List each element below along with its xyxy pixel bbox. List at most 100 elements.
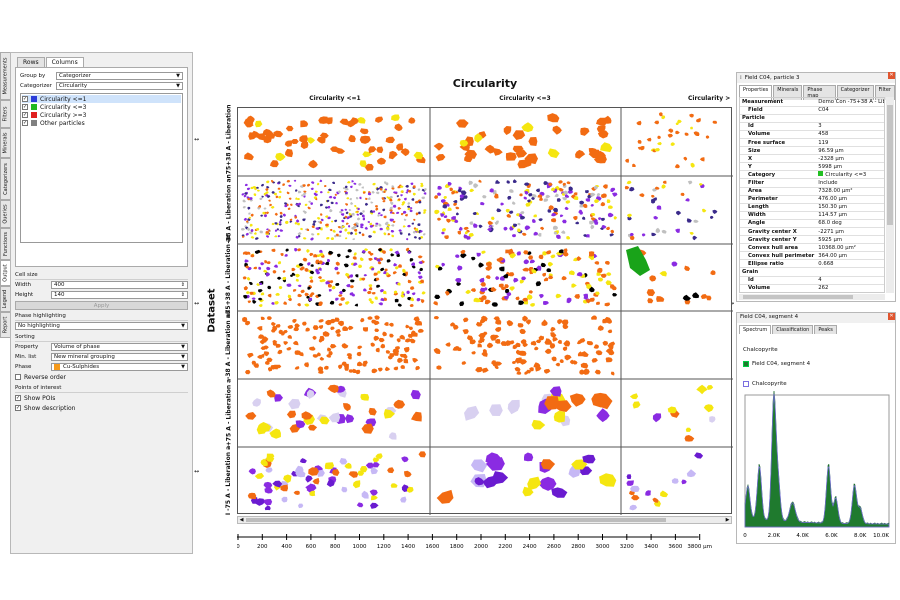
particle[interactable] — [612, 293, 618, 297]
particle[interactable] — [447, 207, 452, 211]
particle[interactable] — [349, 285, 354, 289]
particle[interactable] — [350, 185, 353, 189]
particle[interactable] — [505, 208, 510, 213]
particle[interactable] — [693, 131, 698, 136]
particle[interactable] — [585, 190, 589, 194]
particle[interactable] — [286, 191, 290, 195]
particle[interactable] — [581, 351, 589, 357]
particle[interactable] — [256, 283, 261, 286]
particle[interactable] — [272, 339, 278, 344]
particle[interactable] — [271, 191, 275, 194]
particle[interactable] — [575, 149, 586, 159]
particle[interactable] — [516, 371, 522, 375]
category-item[interactable]: ✓ Circularity >=3 — [22, 111, 181, 119]
property-row[interactable]: Free surface 119 — [740, 138, 884, 148]
particle[interactable] — [243, 217, 247, 221]
particle[interactable] — [290, 274, 293, 277]
horizontal-scrollbar[interactable]: ◀ ▶ — [237, 516, 732, 524]
particle[interactable] — [454, 346, 460, 351]
particle[interactable] — [331, 285, 336, 290]
particle[interactable] — [262, 211, 266, 215]
particle[interactable] — [310, 264, 314, 267]
property-row[interactable]: Perimeter 476.00 μm — [740, 195, 884, 204]
particle[interactable] — [379, 227, 383, 231]
particle[interactable] — [349, 292, 354, 296]
particle[interactable] — [355, 188, 359, 192]
particle[interactable] — [276, 276, 282, 280]
particle[interactable] — [412, 192, 417, 196]
particle[interactable] — [308, 424, 318, 431]
particle[interactable] — [260, 183, 264, 187]
particle[interactable] — [543, 198, 549, 202]
particle[interactable] — [335, 261, 340, 266]
particle[interactable] — [368, 146, 377, 154]
particle[interactable] — [547, 261, 554, 267]
particle[interactable] — [296, 198, 300, 201]
particle[interactable] — [409, 338, 416, 344]
scrollbar-left-arrow[interactable]: ◀ — [239, 517, 244, 523]
property-select[interactable]: Volume of phase ▼ — [51, 343, 188, 351]
particle[interactable] — [244, 183, 248, 187]
particle[interactable] — [594, 220, 599, 225]
particle[interactable] — [308, 297, 313, 302]
particle[interactable] — [384, 188, 388, 191]
particle[interactable] — [354, 303, 358, 307]
particle[interactable] — [396, 253, 400, 257]
particle[interactable] — [446, 218, 451, 223]
particle[interactable] — [523, 259, 530, 265]
particle[interactable] — [680, 192, 685, 196]
particle[interactable] — [526, 369, 532, 374]
particle[interactable] — [295, 264, 301, 268]
particle[interactable] — [392, 348, 400, 355]
particle[interactable] — [251, 360, 257, 365]
particle[interactable] — [399, 334, 405, 340]
particle[interactable] — [392, 220, 396, 223]
particle[interactable] — [245, 412, 257, 420]
particle[interactable] — [279, 219, 283, 222]
particle[interactable] — [312, 220, 317, 224]
particle[interactable] — [261, 195, 265, 198]
particle[interactable] — [550, 326, 556, 332]
particle[interactable] — [345, 255, 350, 259]
particle[interactable] — [375, 347, 380, 353]
particle[interactable] — [257, 354, 263, 359]
particle[interactable] — [655, 227, 661, 234]
particle[interactable] — [686, 469, 697, 478]
particle[interactable] — [335, 328, 341, 334]
tab-filters[interactable]: Filters — [0, 100, 10, 128]
particle[interactable] — [474, 133, 483, 143]
particle[interactable] — [641, 233, 646, 237]
particle[interactable] — [434, 209, 440, 215]
particle[interactable] — [566, 181, 571, 185]
particle[interactable] — [289, 220, 293, 223]
particle[interactable] — [579, 211, 584, 215]
particle[interactable] — [339, 211, 343, 214]
particle[interactable] — [402, 273, 406, 277]
particle[interactable] — [315, 294, 319, 299]
particle[interactable] — [330, 201, 334, 205]
particle[interactable] — [292, 340, 299, 346]
particle[interactable] — [351, 212, 355, 216]
particle[interactable] — [393, 263, 398, 267]
particle[interactable] — [403, 358, 409, 364]
particle[interactable] — [712, 209, 718, 214]
particle[interactable] — [361, 214, 365, 218]
particle[interactable] — [327, 216, 331, 220]
particle[interactable] — [246, 291, 251, 295]
particle[interactable] — [462, 317, 469, 323]
particle[interactable] — [327, 188, 332, 192]
particle[interactable] — [562, 251, 569, 257]
particle[interactable] — [667, 133, 673, 138]
splitter-arrow-icon[interactable]: ↔ — [194, 300, 200, 307]
particle[interactable] — [300, 458, 307, 464]
particle[interactable] — [604, 260, 610, 265]
particle[interactable] — [582, 203, 588, 208]
particle[interactable] — [366, 290, 372, 295]
particle[interactable] — [320, 218, 324, 222]
particle[interactable] — [342, 326, 349, 331]
particle[interactable] — [390, 224, 395, 227]
particle[interactable] — [407, 224, 411, 228]
particle[interactable] — [564, 206, 569, 210]
particle[interactable] — [338, 303, 343, 306]
particle[interactable] — [294, 248, 298, 252]
